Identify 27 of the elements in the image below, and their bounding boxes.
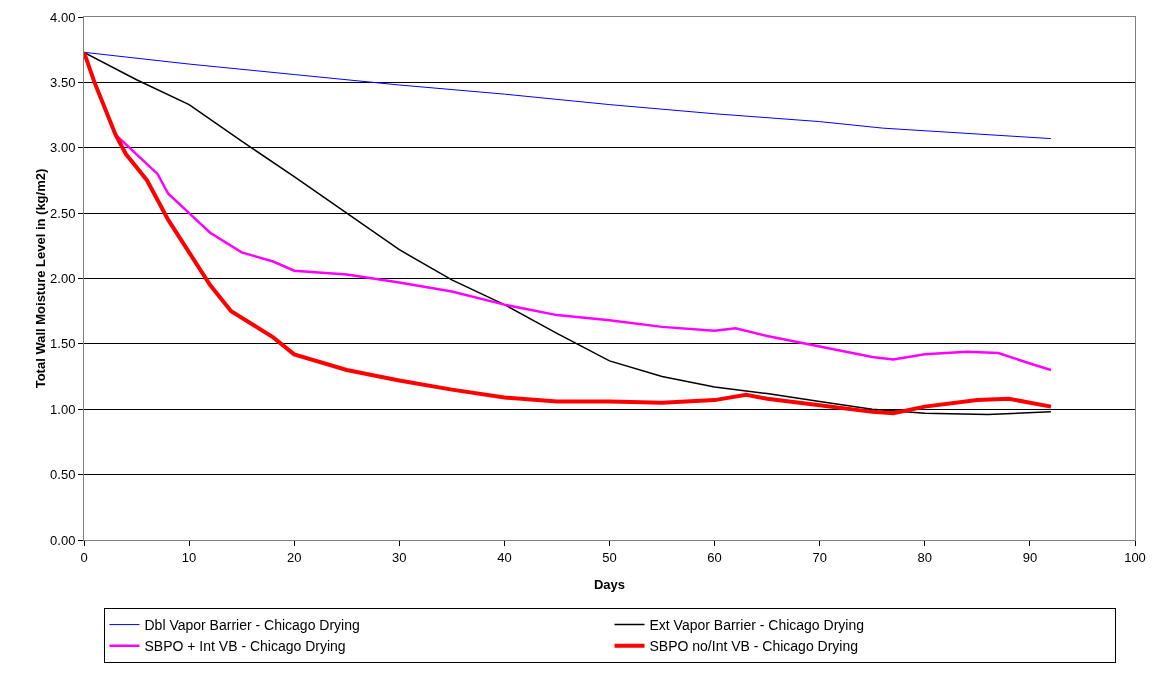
y-tick-label: 0.00 [50, 532, 76, 548]
x-tick-label: 70 [812, 549, 827, 565]
legend-label: Dbl Vapor Barrier - Chicago Drying [144, 617, 360, 634]
legend-label: SBPO no/Int VB - Chicago Drying [649, 638, 859, 655]
x-tick-label: 80 [917, 549, 933, 565]
y-tick-label: 3.00 [50, 140, 76, 156]
y-tick-label: 2.00 [50, 271, 76, 287]
y-tick-label: 3.50 [50, 74, 76, 90]
x-tick-label: 30 [392, 549, 407, 565]
y-axis-title: Total Wall Moisture Level in (kg/m2) [33, 168, 49, 389]
y-tick-label: 2.50 [50, 205, 76, 221]
legend-label: SBPO + Int VB - Chicago Drying [144, 638, 346, 655]
x-tick-label: 50 [602, 549, 617, 565]
x-tick-label: 20 [286, 549, 302, 565]
y-tick-label: 0.50 [50, 467, 76, 483]
x-tick-label: 0 [80, 549, 88, 565]
legend-label: Ext Vapor Barrier - Chicago Drying [649, 617, 864, 634]
y-tick-label: 4.00 [50, 9, 76, 25]
line-series [84, 51, 1052, 140]
x-tick-label: 40 [497, 549, 512, 565]
y-tick-label: 1.00 [50, 401, 76, 417]
x-axis-title: Days [593, 577, 626, 592]
x-tick-label: 60 [707, 549, 722, 565]
x-tick-label: 10 [181, 549, 197, 565]
y-tick-label: 1.50 [50, 336, 76, 352]
x-tick-label: 90 [1022, 549, 1038, 565]
x-tick-label: 100 [1124, 549, 1146, 565]
